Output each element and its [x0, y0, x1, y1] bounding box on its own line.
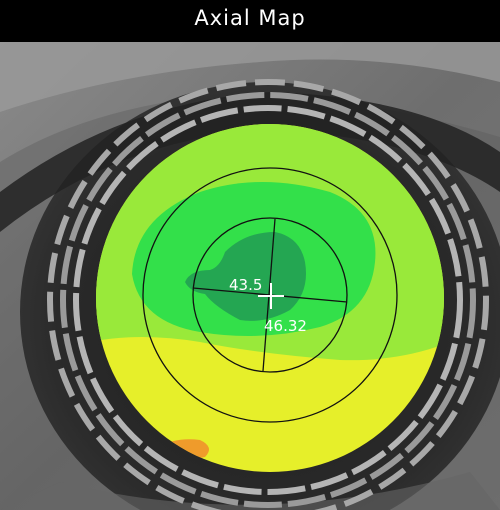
- map-viewport[interactable]: 43.5 46.32: [0, 42, 500, 510]
- window-title: Axial Map: [194, 6, 306, 30]
- title-bar: Axial Map: [0, 0, 500, 42]
- crosshair-icon: [258, 283, 284, 309]
- steep-k-value: 43.5: [229, 276, 262, 294]
- flat-k-value: 46.32: [264, 317, 307, 335]
- placido-rings: [47, 79, 489, 510]
- axial-map-image[interactable]: 43.5 46.32: [0, 42, 500, 510]
